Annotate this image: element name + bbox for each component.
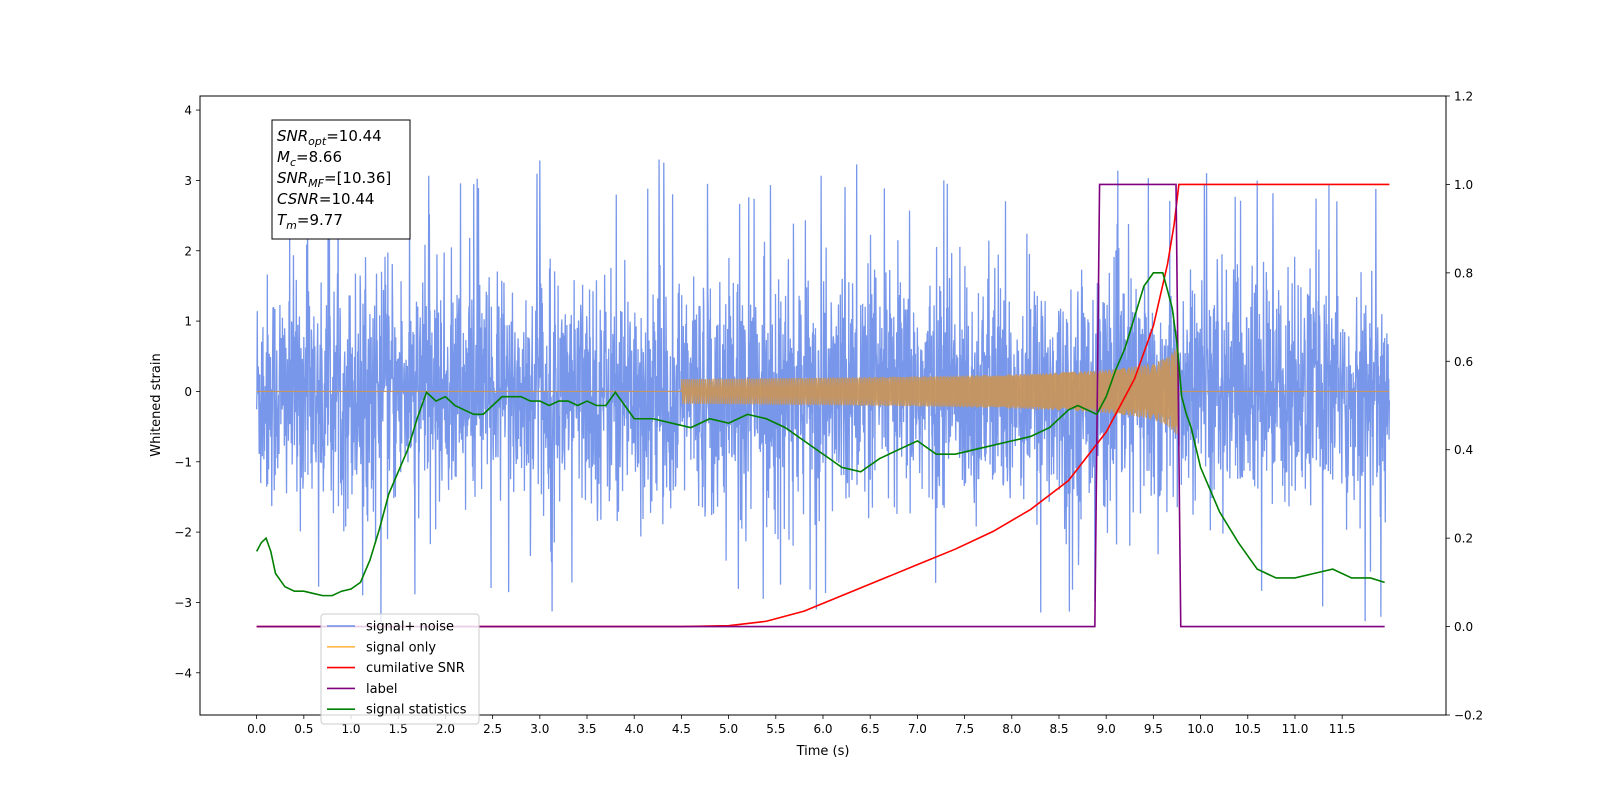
- x-tick-label: 10.5: [1234, 722, 1261, 736]
- x-tick-label: 1.0: [341, 722, 360, 736]
- y-tick-label: −1: [174, 455, 192, 469]
- y-tick-label: 2: [184, 244, 192, 258]
- annotation-box: SNRopt=10.44Mc=8.66SNRMF=[10.36]CSNR=10.…: [271, 119, 411, 240]
- y2-tick-label: 0.4: [1454, 443, 1473, 457]
- y-tick-label: −4: [174, 666, 192, 680]
- x-axis-label: Time (s): [796, 744, 850, 759]
- x-tick-label: 2.0: [436, 722, 455, 736]
- y-tick-label: 0: [184, 385, 192, 399]
- legend-entry-label: label: [366, 682, 397, 697]
- annotation-line: CSNR=10.44: [277, 190, 374, 208]
- x-axis: 0.0 0.5 1.0 1.5 2.0 2.5 3.0 3.5 4.0 4.5 5.0 5.5 6.0 6…: [247, 715, 1356, 736]
- x-tick-label: 1.5: [389, 722, 408, 736]
- x-tick-label: 7.0: [908, 722, 927, 736]
- series-signal-noise: [255, 159, 1391, 623]
- legend: signal+ noise signal only cumilative SNR la…: [320, 613, 480, 725]
- x-tick-label: 9.5: [1144, 722, 1163, 736]
- legend-entry-label: signal only: [366, 640, 436, 655]
- x-tick-label: 5.0: [719, 722, 738, 736]
- y2-tick-label: −0.2: [1454, 709, 1483, 723]
- plot-area: [255, 159, 1391, 628]
- y-tick-label: 4: [184, 104, 192, 118]
- legend-frame: [320, 613, 480, 725]
- legend-entry-label: signal statistics: [366, 703, 467, 718]
- x-tick-label: 3.5: [577, 722, 596, 736]
- x-tick-label: 4.0: [625, 722, 644, 736]
- x-tick-label: 6.0: [813, 722, 832, 736]
- annotation-line: Mc=8.66: [277, 148, 342, 169]
- x-tick-label: 6.5: [861, 722, 880, 736]
- x-tick-label: 5.5: [766, 722, 785, 736]
- legend-entry-label: signal+ noise: [366, 620, 454, 635]
- legend-entry-label: cumilative SNR: [366, 661, 465, 676]
- y-axis-label: Whitened strain: [149, 353, 164, 456]
- y2-tick-label: 0.0: [1454, 620, 1473, 634]
- y2-tick-label: 0.8: [1454, 266, 1473, 280]
- x-tick-label: 0.0: [247, 722, 266, 736]
- x-tick-label: 11.5: [1329, 722, 1356, 736]
- x-tick-label: 11.0: [1282, 722, 1309, 736]
- y-tick-label: 3: [184, 174, 192, 188]
- annotation-line: SNRMF=[10.36]: [277, 169, 391, 190]
- series-signal-only: [256, 344, 1390, 440]
- y-tick-label: −2: [174, 526, 192, 540]
- y2-tick-label: 1.2: [1454, 90, 1473, 104]
- series-cumilative-snr: [256, 183, 1390, 628]
- x-tick-label: 3.0: [530, 722, 549, 736]
- annotation-line: Tm=9.77: [277, 211, 343, 232]
- y-tick-label: −3: [174, 596, 192, 610]
- y2-tick-label: 0.6: [1454, 355, 1473, 369]
- x-tick-label: 8.0: [1002, 722, 1021, 736]
- annotation-line: SNRopt=10.44: [277, 127, 382, 148]
- x-tick-label: 4.5: [672, 722, 691, 736]
- y2-axis: 1.2 1.0 0.8 0.6 0.4 0.2 0.0 −0.2: [1446, 90, 1483, 723]
- series-signal-statistics: [255, 272, 1385, 597]
- y2-tick-label: 0.2: [1454, 532, 1473, 546]
- y-axis: 4 3 2 1 0 −1 −2 −3 −4: [174, 104, 200, 680]
- x-tick-label: 10.0: [1187, 722, 1214, 736]
- y-tick-label: 1: [184, 315, 192, 329]
- x-tick-label: 2.5: [483, 722, 502, 736]
- x-tick-label: 8.5: [1049, 722, 1068, 736]
- annotation-box-frame: [271, 119, 411, 240]
- y2-tick-label: 1.0: [1454, 178, 1473, 192]
- x-tick-label: 0.5: [294, 722, 313, 736]
- x-tick-label: 9.0: [1097, 722, 1116, 736]
- series-label: [256, 183, 1385, 628]
- x-tick-label: 7.5: [955, 722, 974, 736]
